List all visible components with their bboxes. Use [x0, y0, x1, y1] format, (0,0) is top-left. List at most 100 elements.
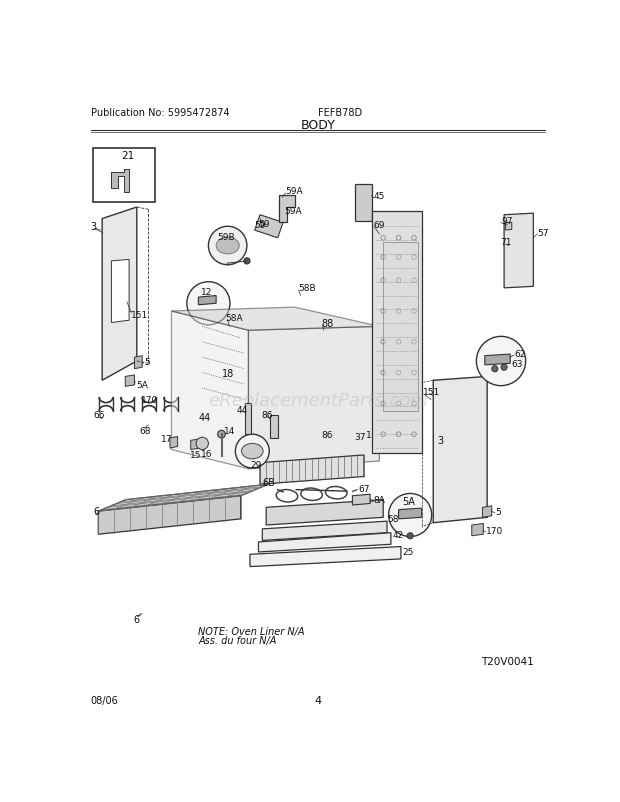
Circle shape: [196, 438, 208, 450]
Polygon shape: [279, 196, 294, 223]
Polygon shape: [260, 456, 364, 484]
Polygon shape: [99, 496, 241, 535]
Text: FEFB78D: FEFB78D: [317, 108, 362, 118]
Polygon shape: [135, 356, 142, 369]
Text: 29: 29: [250, 461, 262, 470]
Polygon shape: [112, 169, 129, 192]
Text: 37: 37: [355, 432, 366, 441]
Text: 88: 88: [322, 318, 334, 328]
Text: 59: 59: [259, 221, 270, 229]
Text: 8A: 8A: [373, 496, 385, 504]
Polygon shape: [485, 354, 510, 366]
Polygon shape: [383, 242, 418, 411]
Polygon shape: [198, 296, 216, 306]
Text: 25: 25: [402, 547, 414, 556]
Polygon shape: [191, 439, 201, 450]
Text: 17: 17: [161, 434, 173, 443]
Polygon shape: [112, 260, 129, 323]
Text: 15: 15: [190, 451, 202, 460]
Text: 63: 63: [512, 359, 523, 368]
Circle shape: [476, 337, 526, 387]
Text: 57: 57: [537, 229, 549, 237]
Text: 6: 6: [93, 507, 99, 516]
Text: 97: 97: [501, 217, 513, 226]
Circle shape: [187, 282, 230, 326]
Text: 151: 151: [423, 388, 440, 397]
Bar: [245, 404, 250, 435]
Polygon shape: [125, 375, 135, 387]
Polygon shape: [250, 547, 401, 567]
Text: 18: 18: [221, 368, 234, 378]
Text: 14: 14: [224, 427, 235, 435]
Circle shape: [501, 365, 507, 371]
Polygon shape: [472, 524, 484, 536]
Circle shape: [208, 227, 247, 265]
Text: 42: 42: [392, 530, 404, 539]
Text: 62: 62: [514, 350, 526, 358]
Bar: [270, 415, 278, 439]
Text: 5A: 5A: [402, 496, 415, 507]
Circle shape: [492, 367, 498, 372]
Text: 16: 16: [201, 449, 212, 458]
Text: 21: 21: [122, 152, 135, 161]
Text: 44: 44: [236, 406, 247, 415]
Polygon shape: [506, 223, 511, 231]
Polygon shape: [99, 484, 268, 512]
Polygon shape: [259, 533, 391, 553]
Polygon shape: [172, 311, 249, 469]
Text: 151: 151: [131, 311, 149, 320]
Text: BODY: BODY: [300, 119, 335, 132]
Text: 59A: 59A: [285, 207, 303, 216]
Text: 1: 1: [366, 430, 371, 439]
Text: 08/06: 08/06: [91, 695, 118, 705]
Polygon shape: [170, 437, 177, 448]
Polygon shape: [255, 216, 283, 238]
Text: 59B: 59B: [218, 233, 235, 241]
Text: NOTE: Oven Liner N/A: NOTE: Oven Liner N/A: [198, 626, 305, 636]
Text: 170: 170: [485, 526, 503, 535]
Polygon shape: [102, 208, 137, 381]
Text: 3: 3: [91, 222, 97, 232]
Text: 67: 67: [358, 484, 370, 493]
Circle shape: [407, 533, 413, 539]
Text: 45: 45: [374, 192, 386, 200]
Ellipse shape: [216, 237, 239, 255]
Ellipse shape: [242, 444, 263, 460]
Polygon shape: [172, 308, 379, 330]
Bar: [355, 184, 371, 221]
Text: 44: 44: [198, 413, 211, 423]
Circle shape: [218, 431, 225, 439]
Circle shape: [244, 258, 250, 265]
Text: 5: 5: [495, 507, 500, 516]
Polygon shape: [371, 212, 422, 454]
Text: 86: 86: [262, 411, 273, 420]
Text: 68: 68: [139, 427, 151, 435]
Text: 58B: 58B: [298, 284, 316, 293]
Text: 66: 66: [93, 411, 104, 420]
Text: T20V0041: T20V0041: [480, 657, 533, 666]
Text: 69: 69: [373, 221, 384, 230]
Text: 3: 3: [437, 435, 443, 446]
Text: 12: 12: [201, 288, 212, 297]
Text: Publication No: 5995472874: Publication No: 5995472874: [91, 108, 229, 118]
Text: 5A: 5A: [136, 380, 148, 389]
Bar: [93, 148, 154, 202]
Polygon shape: [352, 495, 370, 505]
Polygon shape: [433, 377, 487, 523]
Polygon shape: [262, 521, 387, 541]
Text: 4: 4: [314, 695, 321, 705]
Text: Ass. du four N/A: Ass. du four N/A: [198, 635, 277, 645]
Text: 86: 86: [322, 430, 333, 439]
Polygon shape: [266, 500, 383, 525]
Text: 58A: 58A: [225, 314, 243, 322]
Text: 58: 58: [387, 515, 399, 524]
Text: 6: 6: [133, 614, 139, 624]
Text: 59A: 59A: [285, 186, 303, 196]
Text: 170: 170: [141, 395, 158, 404]
Text: 6B: 6B: [262, 477, 275, 488]
Text: eReplacementParts.com: eReplacementParts.com: [208, 391, 428, 409]
Text: 71: 71: [500, 238, 512, 247]
Polygon shape: [399, 508, 422, 519]
Polygon shape: [504, 214, 533, 289]
Circle shape: [236, 435, 269, 468]
